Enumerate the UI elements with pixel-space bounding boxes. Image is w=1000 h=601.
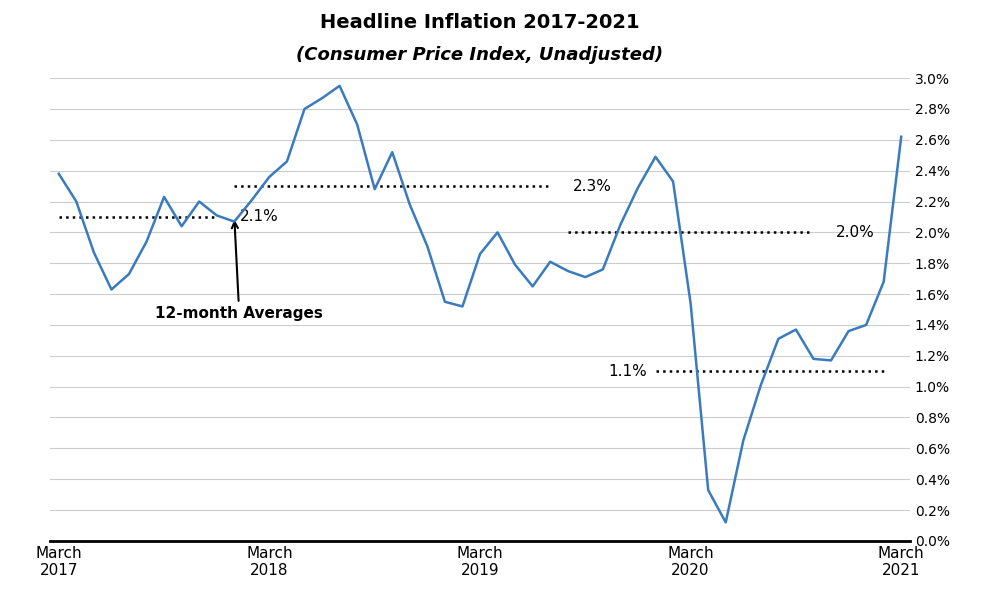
Title: Headline Inflation 2017-2021
(Consumer Price Index, Unadjusted): Headline Inflation 2017-2021 (Consumer P… — [0, 600, 1, 601]
Text: Headline Inflation 2017-2021: Headline Inflation 2017-2021 — [320, 13, 640, 32]
Text: 2.1%: 2.1% — [240, 210, 278, 224]
Text: (Consumer Price Index, Unadjusted): (Consumer Price Index, Unadjusted) — [296, 46, 664, 64]
Text: 12-month Averages: 12-month Averages — [155, 222, 323, 322]
Text: 2.0%: 2.0% — [836, 225, 875, 240]
Text: 1.1%: 1.1% — [608, 364, 647, 379]
Text: 2.3%: 2.3% — [573, 178, 612, 194]
